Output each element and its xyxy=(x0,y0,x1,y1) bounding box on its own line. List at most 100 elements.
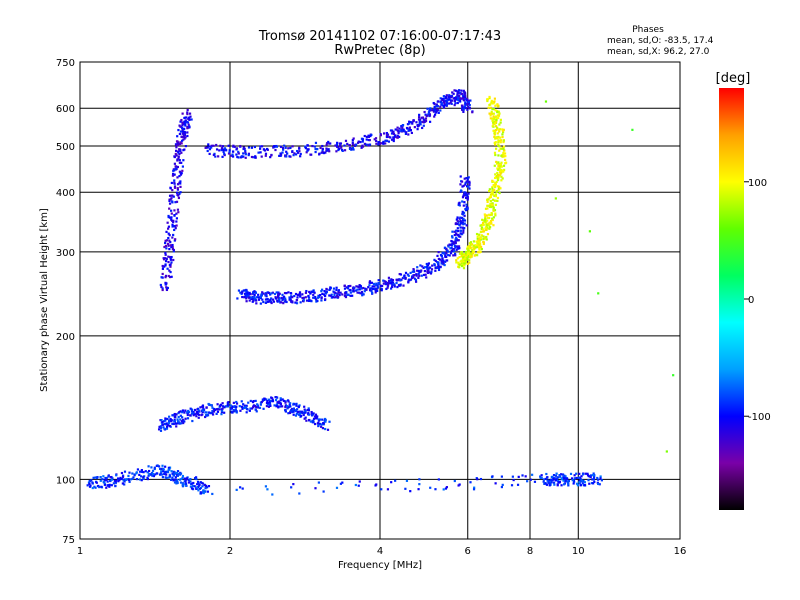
data-point xyxy=(180,161,183,164)
data-point xyxy=(468,180,471,183)
data-point xyxy=(307,299,311,303)
data-point xyxy=(284,297,287,300)
data-point xyxy=(90,479,93,482)
data-point xyxy=(274,296,277,299)
data-point xyxy=(503,149,506,152)
data-point xyxy=(454,239,457,243)
data-point xyxy=(498,163,501,166)
data-point xyxy=(269,293,272,296)
data-point xyxy=(410,276,414,280)
data-point xyxy=(170,245,173,249)
data-point xyxy=(499,164,502,168)
data-point xyxy=(187,479,191,482)
data-point xyxy=(498,130,501,133)
data-point xyxy=(283,300,286,303)
data-point xyxy=(168,198,171,201)
data-point xyxy=(169,265,172,268)
data-point xyxy=(322,422,325,425)
data-point xyxy=(472,246,475,249)
data-point xyxy=(216,410,220,413)
data-point xyxy=(462,223,465,226)
data-point xyxy=(374,289,377,292)
data-point xyxy=(294,414,298,417)
data-point xyxy=(452,254,455,257)
data-point xyxy=(103,483,107,486)
data-point xyxy=(297,405,300,409)
data-point xyxy=(259,145,262,148)
data-point xyxy=(479,250,482,253)
data-point xyxy=(456,220,459,223)
data-point xyxy=(92,476,95,479)
data-point xyxy=(453,233,456,237)
data-point xyxy=(461,105,464,109)
data-point xyxy=(472,250,475,253)
data-point xyxy=(220,147,224,150)
data-point xyxy=(250,296,253,299)
data-point xyxy=(389,129,393,132)
data-point xyxy=(267,402,271,405)
data-point xyxy=(464,92,467,95)
data-point xyxy=(480,247,483,251)
data-point xyxy=(178,152,181,156)
data-point xyxy=(393,135,396,138)
data-point xyxy=(168,239,171,242)
data-point xyxy=(192,414,195,417)
data-point xyxy=(493,120,496,123)
data-point xyxy=(545,472,548,476)
data-point xyxy=(479,237,483,240)
x-axis-label: Frequency [MHz] xyxy=(338,560,422,571)
data-point xyxy=(180,172,183,175)
data-point xyxy=(168,234,171,237)
data-point xyxy=(165,288,169,292)
data-point xyxy=(341,481,344,484)
data-point xyxy=(548,479,551,482)
data-point xyxy=(544,100,548,103)
data-point xyxy=(370,281,374,284)
data-point xyxy=(268,400,271,403)
data-point xyxy=(254,297,257,300)
data-point xyxy=(131,472,134,475)
data-point xyxy=(299,295,302,298)
data-point xyxy=(455,248,458,251)
data-point xyxy=(245,297,248,300)
data-point xyxy=(458,252,462,255)
data-point xyxy=(554,477,557,480)
data-point xyxy=(160,418,163,422)
data-point xyxy=(211,413,215,416)
data-point xyxy=(387,140,391,143)
data-point xyxy=(465,176,468,180)
data-point xyxy=(445,94,448,97)
data-point xyxy=(222,405,225,408)
data-point xyxy=(443,252,446,255)
data-point xyxy=(469,246,472,249)
data-point xyxy=(575,472,578,475)
data-point xyxy=(343,284,346,287)
data-point xyxy=(218,408,221,411)
data-point xyxy=(165,230,168,233)
data-point xyxy=(305,289,308,293)
data-point xyxy=(429,266,432,269)
data-point xyxy=(458,224,461,227)
data-point xyxy=(459,97,462,100)
data-point xyxy=(285,155,288,158)
data-point xyxy=(165,257,168,261)
data-point xyxy=(331,296,334,299)
data-point xyxy=(491,102,494,105)
data-point xyxy=(157,465,161,468)
data-point xyxy=(287,400,290,403)
data-point xyxy=(418,270,421,273)
data-point xyxy=(410,275,414,278)
data-point xyxy=(421,116,425,119)
data-point xyxy=(441,257,444,260)
data-point xyxy=(170,255,173,259)
data-point xyxy=(318,422,322,426)
data-point xyxy=(308,290,311,294)
data-point xyxy=(365,135,368,138)
data-point xyxy=(298,413,301,417)
data-point xyxy=(451,242,454,246)
data-point xyxy=(491,125,494,128)
data-point xyxy=(240,292,243,295)
data-point xyxy=(495,160,498,164)
data-point xyxy=(161,288,164,292)
data-point xyxy=(256,403,259,406)
